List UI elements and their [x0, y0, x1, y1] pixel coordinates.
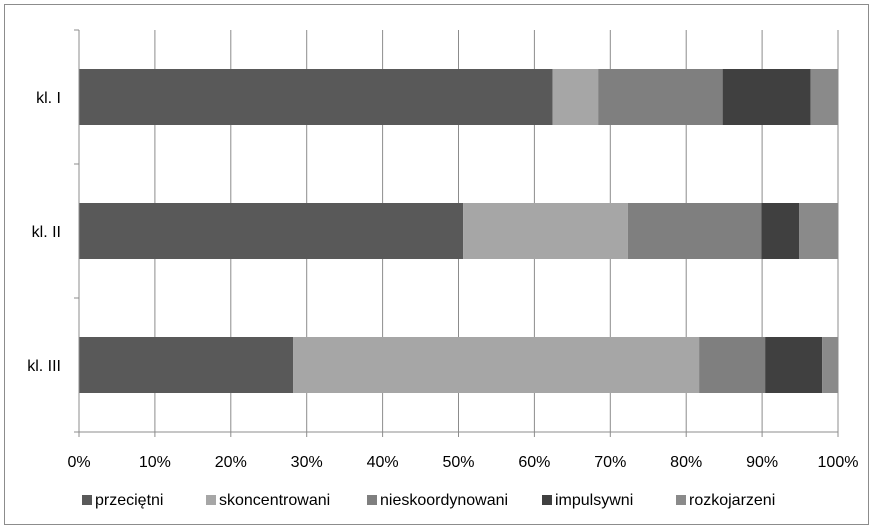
bar-segment [463, 203, 628, 259]
bar-segment [699, 337, 766, 393]
axes [74, 29, 839, 437]
chart-frame [4, 4, 869, 525]
x-tick-label: 100% [818, 454, 859, 471]
bar-segment [722, 69, 811, 125]
category-label: kl. III [27, 358, 61, 375]
x-tick-label: 30% [291, 454, 323, 471]
x-tick-label: 50% [442, 454, 474, 471]
bar-segment [627, 203, 762, 259]
category-label: kl. II [32, 224, 61, 241]
legend-label: nieskoordynowani [380, 492, 508, 509]
bar-segment [799, 203, 838, 259]
bar-segment [79, 69, 553, 125]
bar-segment [79, 337, 294, 393]
x-tick-label: 20% [215, 454, 247, 471]
bar-segment [761, 203, 800, 259]
legend-label: skoncentrowani [219, 492, 330, 509]
legend-label: przeciętni [95, 492, 163, 509]
bar-segment [810, 69, 838, 125]
legend-swatch [82, 495, 92, 505]
x-tick-label: 90% [746, 454, 778, 471]
bar-segment [822, 337, 838, 393]
legend-label: rozkojarzeni [689, 492, 775, 509]
x-tick-labels: 0% 10% 20% 30% 40% 50% 60% 70% 80% 90% 100% [67, 454, 858, 471]
x-tick-label: 40% [367, 454, 399, 471]
category-label: kl. I [36, 90, 61, 107]
x-tick-label: 70% [594, 454, 626, 471]
bars [79, 69, 838, 393]
x-tick-label: 60% [518, 454, 550, 471]
legend-label: impulsywni [555, 492, 633, 509]
bar-segment [552, 69, 599, 125]
x-tick-label: 10% [139, 454, 171, 471]
bar-segment [293, 337, 700, 393]
legend-swatch [367, 495, 377, 505]
bar-segment [598, 69, 723, 125]
x-tick-label: 0% [67, 454, 90, 471]
category-labels: kl. I kl. II kl. III [27, 90, 61, 375]
bar-segment [765, 337, 823, 393]
legend-swatch [676, 495, 686, 505]
bar-segment [79, 203, 464, 259]
legend-swatch [206, 495, 216, 505]
legend: przeciętni skoncentrowani nieskoordynowani… [82, 492, 775, 509]
legend-swatch [542, 495, 552, 505]
x-tick-label: 80% [670, 454, 702, 471]
